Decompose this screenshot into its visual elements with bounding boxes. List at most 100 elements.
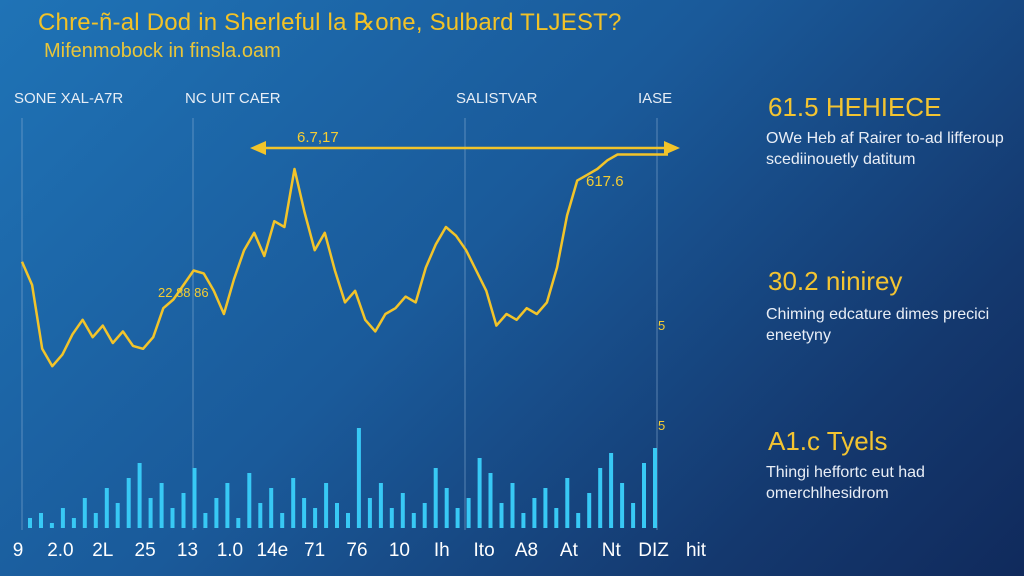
volume-bar: [82, 498, 87, 528]
grid-lines: [21, 118, 658, 530]
volume-bar: [631, 503, 636, 528]
x-tick-label: 1.0: [217, 540, 243, 561]
volume-bar: [620, 483, 625, 528]
annotation-mid: 22 88 86: [158, 285, 209, 300]
volume-bar: [203, 513, 208, 528]
volume-bar: [653, 448, 657, 528]
volume-bar: [510, 483, 515, 528]
volume-bar: [258, 503, 263, 528]
volume-bar: [543, 488, 548, 528]
x-tick-label: 2.0: [47, 540, 73, 561]
panel-1-heading: 61.5 HEHIECE: [768, 92, 942, 122]
price-line: [20, 153, 668, 368]
volume-bar: [466, 498, 471, 528]
volume-bar: [444, 488, 449, 528]
volume-bar: [335, 503, 339, 528]
volume-bar: [422, 503, 427, 528]
column-label-2: NC UIT CAER: [185, 90, 281, 107]
volume-bar: [521, 513, 526, 528]
panel-2-heading: 30.2 ninirey: [768, 266, 903, 296]
target-arrow-right-head: [664, 141, 680, 155]
annotation-end: 617.6: [586, 173, 624, 190]
volume-bar: [269, 488, 274, 528]
volume-bar: [93, 513, 98, 528]
volume-bar: [565, 478, 570, 528]
volume-bar: [236, 518, 241, 528]
volume-bar: [71, 518, 76, 528]
annotation-peak: 6.7,17: [297, 129, 339, 146]
x-tick-label: 2L: [92, 540, 113, 561]
volume-bar: [324, 483, 329, 528]
volume-bar: [346, 513, 350, 528]
volume-bar: [126, 478, 131, 528]
target-arrow: [250, 141, 680, 155]
x-tick-label: hit: [686, 540, 707, 561]
x-tick-label: 9: [13, 540, 24, 561]
x-tick-label: A8: [515, 540, 538, 561]
target-arrow-left-head: [250, 141, 266, 155]
panel-1-text: OWe Heb af Rairer to-ad lifferoup scedii…: [766, 130, 1004, 168]
chart-title: Chre-ñ-al Dod in Sherleful la ℞one, Sulb…: [38, 9, 622, 36]
volume-bar: [499, 503, 504, 528]
volume-bar: [104, 488, 109, 528]
column-label-1: SONE XAL-A7R: [14, 90, 123, 107]
volume-bar: [587, 493, 592, 528]
volume-bar: [455, 508, 460, 528]
volume-bar: [49, 523, 54, 528]
x-tick-label: 13: [177, 540, 198, 561]
volume-bar: [313, 508, 318, 528]
volume-bar: [225, 483, 230, 528]
x-tick-label: 76: [346, 540, 367, 561]
x-tick-label: 71: [304, 540, 325, 561]
x-axis-ticks: 9 2.0 2L 25 13 1.0 14e 71 76 10 Ih Ito A8 At Nt DIZ hit: [13, 540, 707, 561]
panel-3-heading: A1.c Tyels: [768, 426, 888, 456]
annotation-axis-2: 5: [658, 418, 665, 433]
volume-bar: [291, 478, 296, 528]
volume-bar: [137, 463, 142, 528]
volume-bar: [28, 518, 32, 528]
volume-bars: [28, 428, 657, 528]
x-tick-label: Ih: [434, 540, 450, 561]
volume-bar: [302, 498, 307, 528]
annotation-axis-1: 5: [658, 318, 665, 333]
volume-bar: [576, 513, 581, 528]
volume-bar: [148, 498, 153, 528]
volume-bar: [367, 498, 372, 528]
chart-subtitle: Mifenmobock in finsla.oam: [44, 40, 281, 62]
panel-3-text: Thingi heffortc eut had omerchlhesidrom: [766, 464, 925, 502]
x-tick-label: 14e: [256, 540, 288, 561]
column-label-3: SALISTVAR: [456, 90, 538, 107]
volume-bar: [642, 463, 646, 528]
x-tick-label: DIZ: [638, 540, 669, 561]
volume-bar: [433, 468, 438, 528]
volume-bar: [356, 428, 361, 528]
volume-bar: [532, 498, 537, 528]
volume-bar: [214, 498, 219, 528]
volume-bar: [39, 513, 43, 528]
volume-bar: [60, 508, 65, 528]
x-tick-label: Ito: [474, 540, 495, 561]
volume-bar: [389, 508, 394, 528]
volume-bar: [554, 508, 559, 528]
x-tick-label: 25: [135, 540, 156, 561]
volume-bar: [115, 503, 120, 528]
volume-bar: [400, 493, 405, 528]
volume-bar: [170, 508, 175, 528]
volume-bar: [609, 453, 614, 528]
volume-bar: [488, 473, 493, 528]
x-tick-label: Nt: [602, 540, 622, 561]
volume-bar: [247, 473, 252, 528]
volume-bar: [378, 483, 383, 528]
volume-bar: [181, 493, 186, 528]
volume-bar: [159, 483, 164, 528]
volume-bar: [280, 513, 285, 528]
panel-2-text: Chiming edcature dimes precici eneetyny: [766, 306, 990, 344]
volume-bar: [477, 458, 482, 528]
volume-bar: [598, 468, 603, 528]
x-tick-label: 10: [389, 540, 410, 561]
volume-bar: [192, 468, 197, 528]
column-label-4: IASE: [638, 90, 672, 107]
volume-bar: [411, 513, 416, 528]
x-tick-label: At: [560, 540, 579, 561]
